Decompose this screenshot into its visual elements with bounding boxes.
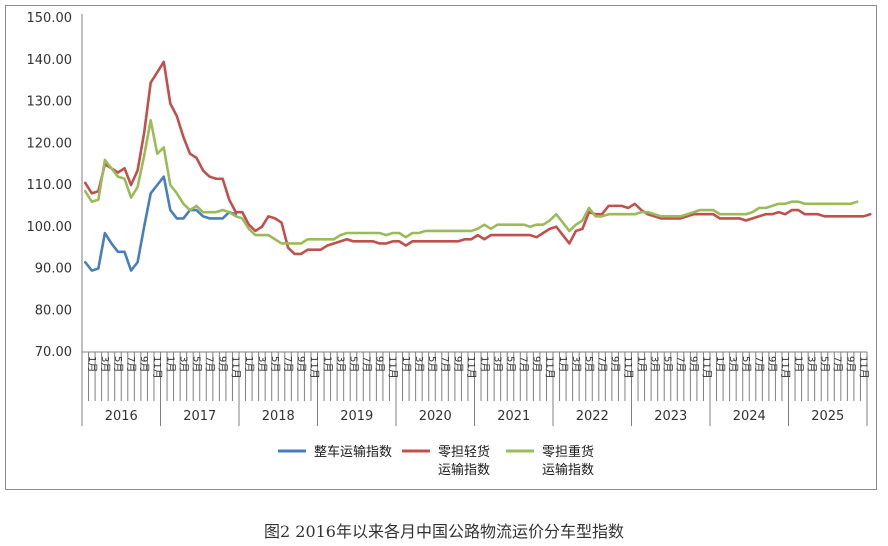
- x-month-label: 9月: [138, 356, 150, 372]
- x-month-label: 11月: [622, 356, 634, 379]
- x-month-label: 1月: [400, 356, 412, 372]
- y-axis: 150.00 140.00 130.00 120.00 110.00 100.00 90.0…: [27, 11, 83, 360]
- series-line-2: [83, 60, 872, 256]
- x-month-label: 11月: [308, 356, 320, 379]
- x-month-label: 9月: [609, 356, 621, 372]
- x-year-label: 2017: [183, 409, 216, 424]
- x-month-label: 1月: [792, 356, 804, 372]
- x-month-label: 1月: [557, 356, 569, 372]
- x-month-label: 3月: [805, 356, 817, 372]
- x-month-label: 9月: [374, 356, 386, 372]
- x-month-label: 5月: [583, 356, 595, 372]
- x-year-label: 2020: [419, 409, 452, 424]
- x-month-label: 3月: [413, 356, 425, 372]
- x-month-label: 1月: [478, 356, 490, 372]
- legend-label: 零担轻货: [438, 444, 490, 460]
- y-tick-label: 100.00: [27, 220, 73, 235]
- x-month-label: 5月: [818, 356, 830, 372]
- x-month-label: 11月: [701, 356, 713, 379]
- x-month-label: 7月: [204, 356, 216, 372]
- x-month-label: 1月: [164, 356, 176, 372]
- x-month-label: 7月: [282, 356, 294, 372]
- x-month-label: 7月: [596, 356, 608, 372]
- x-month-label: 9月: [452, 356, 464, 372]
- y-tick-label: 110.00: [27, 178, 73, 193]
- x-year-label: 2024: [733, 409, 766, 424]
- x-year-label: 2021: [497, 409, 530, 424]
- x-year-label: 2016: [105, 409, 138, 424]
- x-month-label: 3月: [491, 356, 503, 372]
- x-month-label: 5月: [269, 356, 281, 372]
- x-month-label: 1月: [321, 356, 333, 372]
- chart-frame: 150.00 140.00 130.00 120.00 110.00 100.00 90.0…: [5, 5, 877, 490]
- x-month-label: 7月: [125, 356, 137, 372]
- x-axis: 1月 3月 5月 7月 9月 11月 1月 3月 5月 7月 9月 11月 1月 3月 5月 7月 9月 11月 1…: [81, 351, 870, 426]
- x-year-label: 2025: [811, 409, 844, 424]
- x-month-label: 7月: [675, 356, 687, 372]
- x-month-label: 5月: [347, 356, 359, 372]
- x-month-label: 11月: [465, 356, 477, 379]
- x-year-label: 2022: [576, 409, 609, 424]
- x-month-label: 3月: [177, 356, 189, 372]
- x-month-label: 3月: [99, 356, 111, 372]
- x-month-label: 3月: [256, 356, 268, 372]
- x-month-label: 11月: [858, 356, 870, 379]
- x-month-label: 7月: [518, 356, 530, 372]
- x-month-label: 11月: [387, 356, 399, 379]
- series-line-3: [83, 118, 859, 245]
- legend-label: 零担重货: [542, 444, 594, 460]
- legend-label: 整车运输指数: [314, 444, 392, 460]
- legend-label: 运输指数: [438, 462, 490, 478]
- x-month-label: 7月: [753, 356, 765, 372]
- x-month-label: 5月: [112, 356, 124, 372]
- y-tick-label: 150.00: [27, 11, 73, 26]
- x-month-label: 5月: [740, 356, 752, 372]
- x-month-label: 3月: [570, 356, 582, 372]
- x-month-label: 9月: [295, 356, 307, 372]
- series-line-1: [83, 175, 238, 272]
- x-month-label: 11月: [544, 356, 556, 379]
- legend-label: 运输指数: [542, 462, 594, 478]
- x-month-label: 9月: [766, 356, 778, 372]
- x-month-label: 11月: [779, 356, 791, 379]
- figure-caption: 图2 2016年以来各月中国公路物流运价分车型指数: [264, 522, 624, 541]
- x-month-label: 1月: [635, 356, 647, 372]
- x-month-label: 3月: [648, 356, 660, 372]
- x-month-label: 1月: [86, 356, 98, 372]
- series-lines: [83, 60, 872, 272]
- x-month-label: 7月: [439, 356, 451, 372]
- x-month-label: 9月: [531, 356, 543, 372]
- x-month-label: 9月: [688, 356, 700, 372]
- x-month-label: 11月: [230, 356, 242, 379]
- x-year-label: 2023: [654, 409, 687, 424]
- x-month-label: 9月: [217, 356, 229, 372]
- line-chart: 150.00 140.00 130.00 120.00 110.00 100.00 90.0…: [27, 11, 872, 478]
- x-month-label: 7月: [361, 356, 373, 372]
- x-month-label: 11月: [151, 356, 163, 379]
- x-month-label: 3月: [727, 356, 739, 372]
- y-tick-label: 80.00: [35, 303, 72, 318]
- y-tick-label: 70.00: [35, 345, 72, 360]
- x-month-label: 5月: [661, 356, 673, 372]
- x-month-label: 5月: [190, 356, 202, 372]
- y-tick-label: 90.00: [35, 262, 72, 277]
- x-month-label: 5月: [426, 356, 438, 372]
- x-month-label: 1月: [243, 356, 255, 372]
- x-month-label: 9月: [845, 356, 857, 372]
- x-month-label: 7月: [832, 356, 844, 372]
- x-month-label: 5月: [504, 356, 516, 372]
- y-tick-label: 130.00: [27, 95, 73, 110]
- x-year-label: 2018: [262, 409, 295, 424]
- x-year-label: 2019: [340, 409, 373, 424]
- x-month-label: 3月: [334, 356, 346, 372]
- x-month-label: 1月: [714, 356, 726, 372]
- y-tick-label: 140.00: [27, 53, 73, 68]
- y-tick-label: 120.00: [27, 136, 73, 151]
